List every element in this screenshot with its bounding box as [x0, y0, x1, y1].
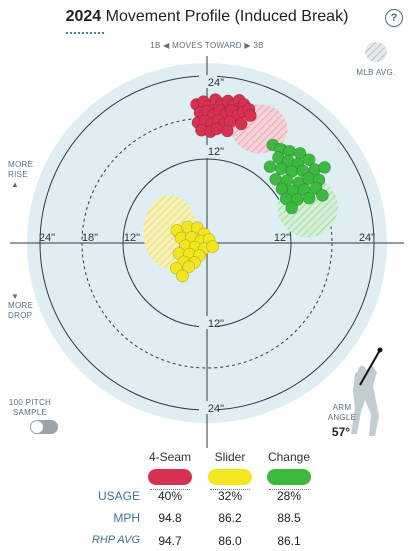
left-arrow-icon: ◀	[163, 41, 170, 50]
rhp-avg-row-label: RHP AVG	[91, 534, 140, 546]
pitch-point-change	[316, 189, 329, 202]
up-arrow-icon: ▲	[11, 180, 20, 189]
arm-angle-label: ARM ANGLE	[327, 403, 357, 422]
moves-toward-label: 1B ◀ MOVES TOWARD ▶ 3B	[0, 41, 414, 50]
tick-right-24: 24"	[359, 232, 375, 244]
pitch-point-4-seam	[221, 124, 234, 138]
tick-bg-top-12	[199, 145, 217, 158]
moves-right-label: 3B	[253, 41, 264, 50]
tick-top-24: 24"	[208, 77, 224, 89]
down-arrow-icon: ▼	[11, 292, 20, 301]
tick-bottom-12: 12"	[208, 318, 224, 330]
tick-top-12: 12"	[208, 146, 224, 158]
more-rise-label: MORE RISE ▲	[8, 160, 38, 189]
pitch-point-change	[285, 201, 299, 215]
pitch-point-4-seam	[210, 122, 224, 136]
rhp-avg-slider: 86.0	[218, 534, 242, 548]
legend-change-label: Change	[267, 450, 311, 464]
arm-angle-figure	[351, 347, 383, 436]
mph-row-label: MPH	[113, 511, 140, 525]
pitch-point-change	[318, 161, 331, 174]
rhp-avg-fourseam: 94.7	[158, 534, 182, 548]
rhp-avg-change: 86.1	[277, 534, 301, 548]
mph-change: 88.5	[277, 511, 301, 525]
help-icon[interactable]: ?	[385, 9, 403, 27]
legend-fourseam-dash	[150, 489, 190, 490]
pitch-points-layer	[169, 93, 331, 283]
right-arrow-icon: ▶	[244, 41, 251, 50]
tick-right-12: 12"	[274, 232, 290, 244]
legend-fourseam-swatch[interactable]	[148, 469, 192, 485]
pitch-point-slider	[182, 260, 196, 274]
moves-text: MOVES TOWARD	[172, 41, 242, 50]
more-drop-text: MORE DROP	[8, 301, 34, 320]
pitch-point-change	[302, 191, 316, 205]
mph-slider: 86.2	[218, 511, 242, 525]
legend-change-dash	[269, 489, 309, 490]
legend-slider-swatch[interactable]	[208, 469, 252, 485]
year-selector[interactable]: 2024	[65, 8, 102, 25]
sample-label: 100 PITCH SAMPLE	[8, 398, 52, 417]
toggle-knob	[31, 421, 43, 433]
pitch-point-change	[302, 153, 316, 166]
legend-fourseam-label: 4-Seam	[148, 450, 192, 464]
tick-bottom-24: 24"	[208, 403, 224, 415]
tick-left-12: 12"	[124, 232, 140, 244]
arm-angle-value: 57°	[331, 425, 351, 439]
moves-left-label: 1B	[150, 41, 161, 50]
pitch-point-4-seam	[244, 109, 257, 122]
chart-title: 2024 Movement Profile (Induced Break)	[0, 8, 414, 34]
pitch-point-change	[302, 172, 315, 185]
legend-change-swatch[interactable]	[267, 469, 311, 485]
more-drop-label: ▼ MORE DROP	[8, 292, 38, 321]
tick-left-24: 24"	[39, 232, 55, 244]
usage-fourseam: 40%	[157, 489, 183, 503]
pitch-point-slider	[206, 240, 219, 253]
tick-bg-bottom-24	[199, 401, 217, 414]
mph-fourseam: 94.8	[158, 511, 182, 525]
legend-slider-dash	[210, 489, 250, 490]
mlb-avg-legend-swatch	[365, 42, 387, 62]
year-underline	[66, 32, 104, 34]
pitch-point-change	[263, 160, 277, 173]
pitch-point-4-seam	[235, 117, 248, 131]
more-rise-text: MORE RISE	[8, 160, 34, 179]
tick-bg-bottom-12	[199, 316, 217, 329]
usage-slider: 32%	[217, 489, 243, 503]
title-text: Movement Profile (Induced Break)	[105, 8, 349, 25]
tick-bg-top-24	[199, 75, 217, 88]
legend-slider-label: Slider	[214, 450, 246, 464]
usage-change: 28%	[276, 489, 302, 503]
pitch-point-change	[274, 162, 288, 176]
usage-row-label: USAGE	[97, 489, 140, 503]
pitch-point-slider	[176, 269, 189, 283]
mlb-avg-label: MLB AVG.	[356, 68, 396, 77]
tick-left-18: 18"	[82, 232, 98, 244]
